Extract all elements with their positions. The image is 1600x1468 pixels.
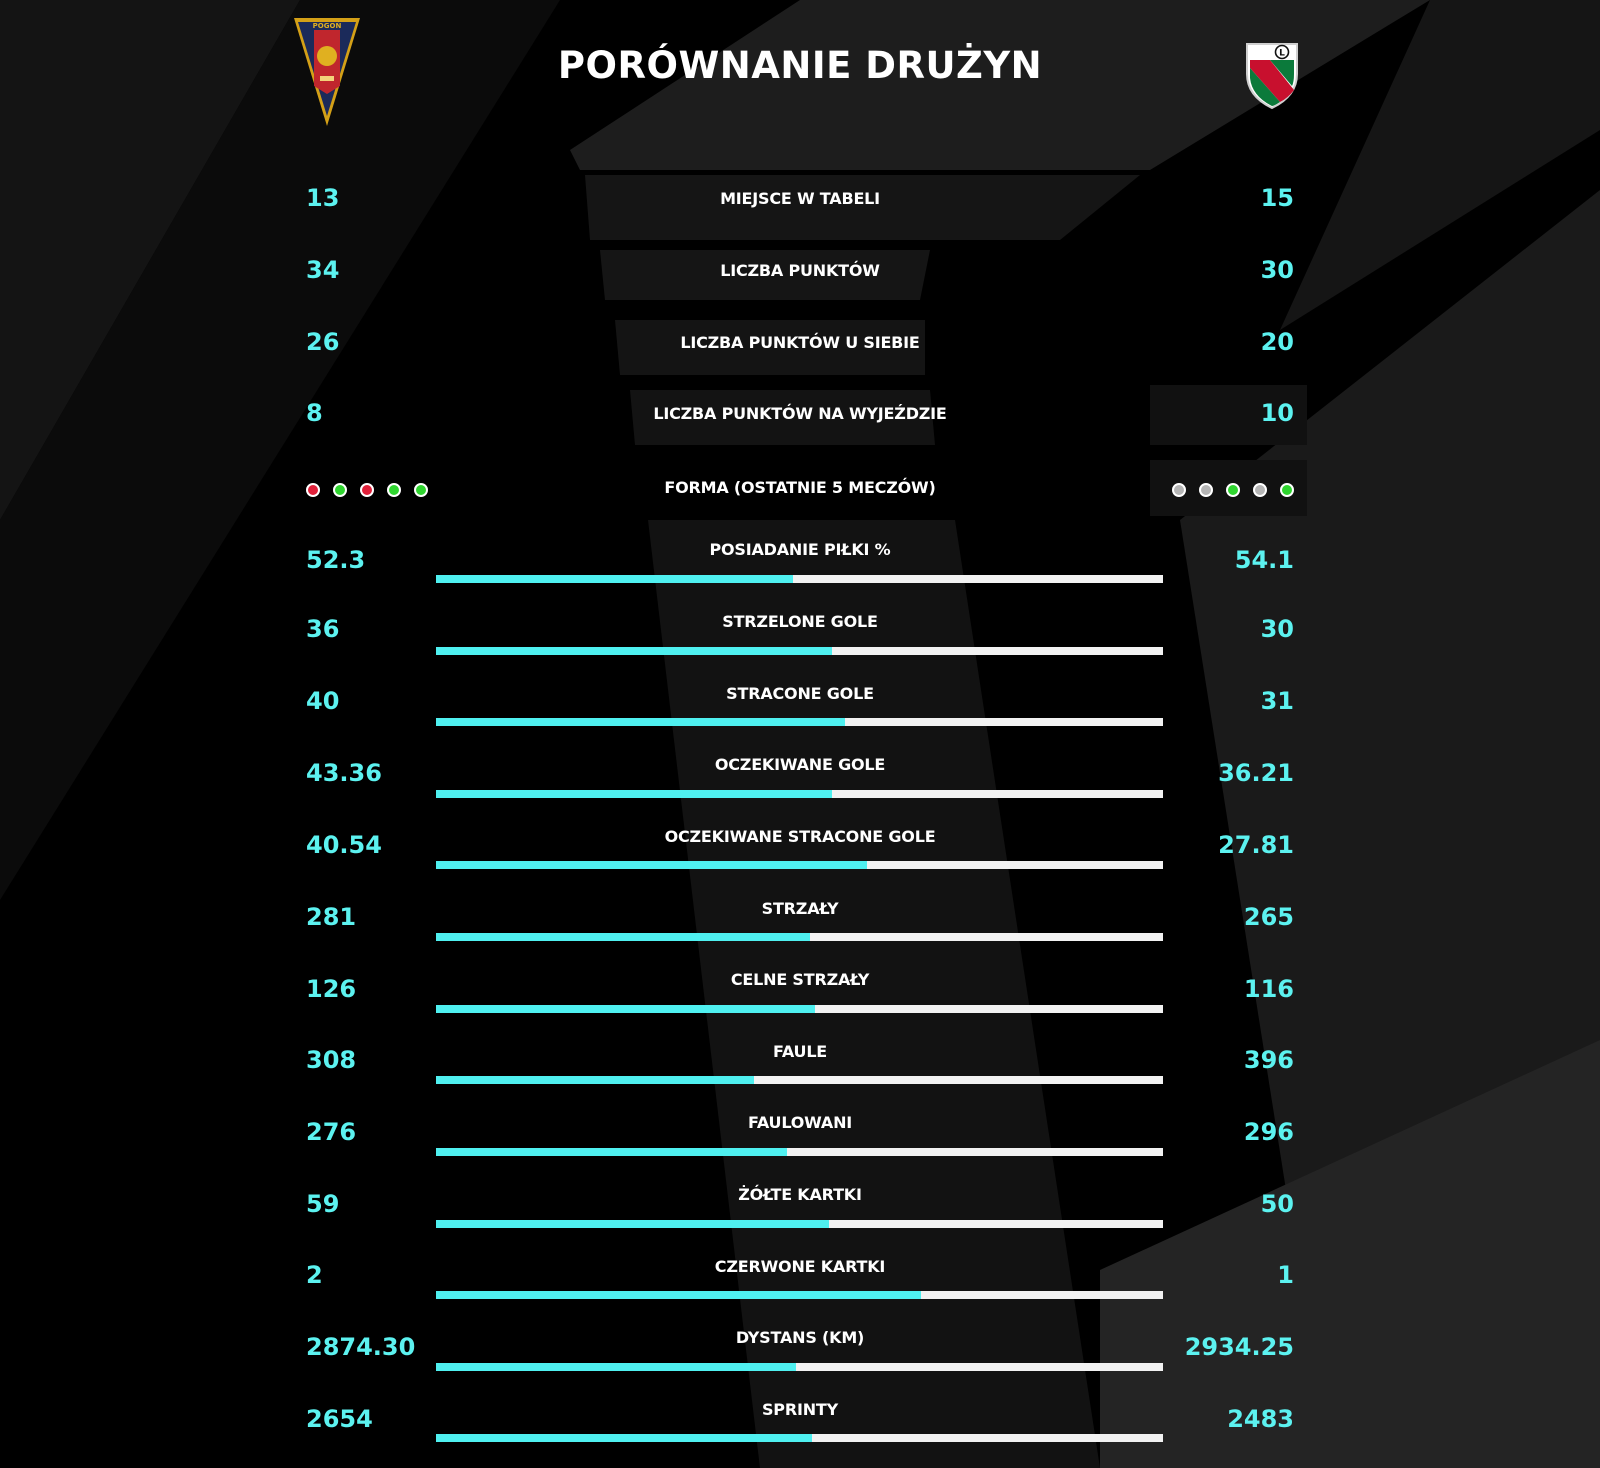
page-title: PORÓWNANIE DRUŻYN — [557, 44, 1043, 87]
away-value: 31 — [1260, 687, 1294, 715]
stat-label: CELNE STRZAŁY — [730, 970, 870, 989]
away-value: 50 — [1260, 1190, 1294, 1218]
away-value: 296 — [1243, 1118, 1294, 1146]
stat-label: SPRINTY — [761, 1400, 838, 1419]
stat-label: LICZBA PUNKTÓW NA WYJEŹDZIE — [653, 404, 947, 423]
stat-label: LICZBA PUNKTÓW — [720, 261, 880, 280]
stat-label: FAULE — [772, 1042, 828, 1061]
comparison-bar — [436, 1148, 1163, 1156]
home-value: 2 — [306, 1261, 323, 1289]
home-value: 281 — [306, 903, 357, 931]
stat-label: ŻÓŁTE KARTKI — [738, 1185, 862, 1204]
comparison-bar-fill — [436, 575, 793, 583]
comparison-bar-fill — [436, 1076, 755, 1084]
comparison-bar-fill — [436, 647, 833, 655]
home-value: 34 — [306, 256, 340, 284]
home-value: 59 — [306, 1190, 340, 1218]
comparison-bar — [436, 861, 1163, 869]
stat-label: STRZAŁY — [761, 899, 839, 918]
stat-label: OCZEKIWANE GOLE — [714, 755, 886, 774]
stat-label: FAULOWANI — [747, 1113, 853, 1132]
comparison-bar — [436, 647, 1163, 655]
comparison-bar-fill — [436, 861, 868, 869]
comparison-bar-fill — [436, 1005, 815, 1013]
away-value: 116 — [1243, 975, 1294, 1003]
comparison-bar-fill — [436, 1363, 796, 1371]
form-dot-loss — [306, 483, 320, 497]
home-form-dots — [306, 483, 428, 497]
home-value: 43.36 — [306, 759, 382, 787]
away-value: 15 — [1260, 184, 1294, 212]
home-value: 276 — [306, 1118, 357, 1146]
form-dot-loss — [360, 483, 374, 497]
crest-away-text: L — [1279, 49, 1285, 59]
home-value: 2874.30 — [306, 1333, 416, 1361]
form-dot-win — [333, 483, 347, 497]
comparison-bar-fill — [436, 790, 833, 798]
stat-label: MIEJSCE W TABELI — [720, 189, 880, 208]
away-value: 265 — [1243, 903, 1294, 931]
comparison-bar — [436, 575, 1163, 583]
stat-label: OCZEKIWANE STRACONE GOLE — [664, 827, 936, 846]
comparison-bar-fill — [436, 1220, 830, 1228]
stat-label: STRACONE GOLE — [726, 684, 874, 703]
comparison-bar-fill — [436, 1148, 788, 1156]
comparison-bar — [436, 1363, 1163, 1371]
home-value: 8 — [306, 399, 323, 427]
home-value: 40 — [306, 687, 340, 715]
comparison-bar — [436, 790, 1163, 798]
crest-home-text: POGOŃ — [313, 21, 342, 30]
form-dot-win — [414, 483, 428, 497]
form-dot-draw — [1172, 483, 1186, 497]
away-value: 396 — [1243, 1046, 1294, 1074]
comparison-bar — [436, 1005, 1163, 1013]
away-form-dots — [1172, 483, 1294, 497]
stat-label: DYSTANS (KM) — [735, 1328, 865, 1347]
home-value: 126 — [306, 975, 357, 1003]
stat-label: STRZELONE GOLE — [722, 612, 878, 631]
pogon-crest-icon: POGOŃ — [294, 18, 360, 126]
away-value: 27.81 — [1218, 831, 1294, 859]
stat-label: CZERWONE KARTKI — [714, 1257, 886, 1276]
comparison-bar — [436, 1434, 1163, 1442]
away-value: 2934.25 — [1184, 1333, 1294, 1361]
home-value: 2654 — [306, 1405, 373, 1433]
form-dot-win — [1280, 483, 1294, 497]
home-value: 40.54 — [306, 831, 382, 859]
home-value: 26 — [306, 328, 340, 356]
stat-label: LICZBA PUNKTÓW U SIEBIE — [680, 333, 920, 352]
legia-crest-icon: L — [1246, 43, 1298, 110]
home-value: 13 — [306, 184, 340, 212]
away-value: 10 — [1260, 399, 1294, 427]
comparison-bar-fill — [436, 718, 846, 726]
comparison-bar — [436, 1220, 1163, 1228]
away-value: 2483 — [1227, 1405, 1294, 1433]
away-value: 20 — [1260, 328, 1294, 356]
home-value: 36 — [306, 615, 340, 643]
comparison-bar — [436, 718, 1163, 726]
form-label: FORMA (OSTATNIE 5 MECZÓW) — [664, 478, 936, 497]
away-value: 54.1 — [1234, 546, 1294, 574]
form-dot-draw — [1253, 483, 1267, 497]
away-value: 30 — [1260, 615, 1294, 643]
away-value: 36.21 — [1218, 759, 1294, 787]
comparison-bar — [436, 933, 1163, 941]
form-dot-draw — [1199, 483, 1213, 497]
comparison-bar-fill — [436, 1291, 921, 1299]
comparison-bar-fill — [436, 1434, 812, 1442]
away-value: 1 — [1277, 1261, 1294, 1289]
comparison-bar-fill — [436, 933, 811, 941]
stat-label: POSIADANIE PIŁKI % — [709, 540, 891, 559]
comparison-bar — [436, 1076, 1163, 1084]
comparison-bar — [436, 1291, 1163, 1299]
home-value: 52.3 — [306, 546, 366, 574]
form-dot-win — [387, 483, 401, 497]
home-value: 308 — [306, 1046, 357, 1074]
form-dot-win — [1226, 483, 1240, 497]
away-value: 30 — [1260, 256, 1294, 284]
